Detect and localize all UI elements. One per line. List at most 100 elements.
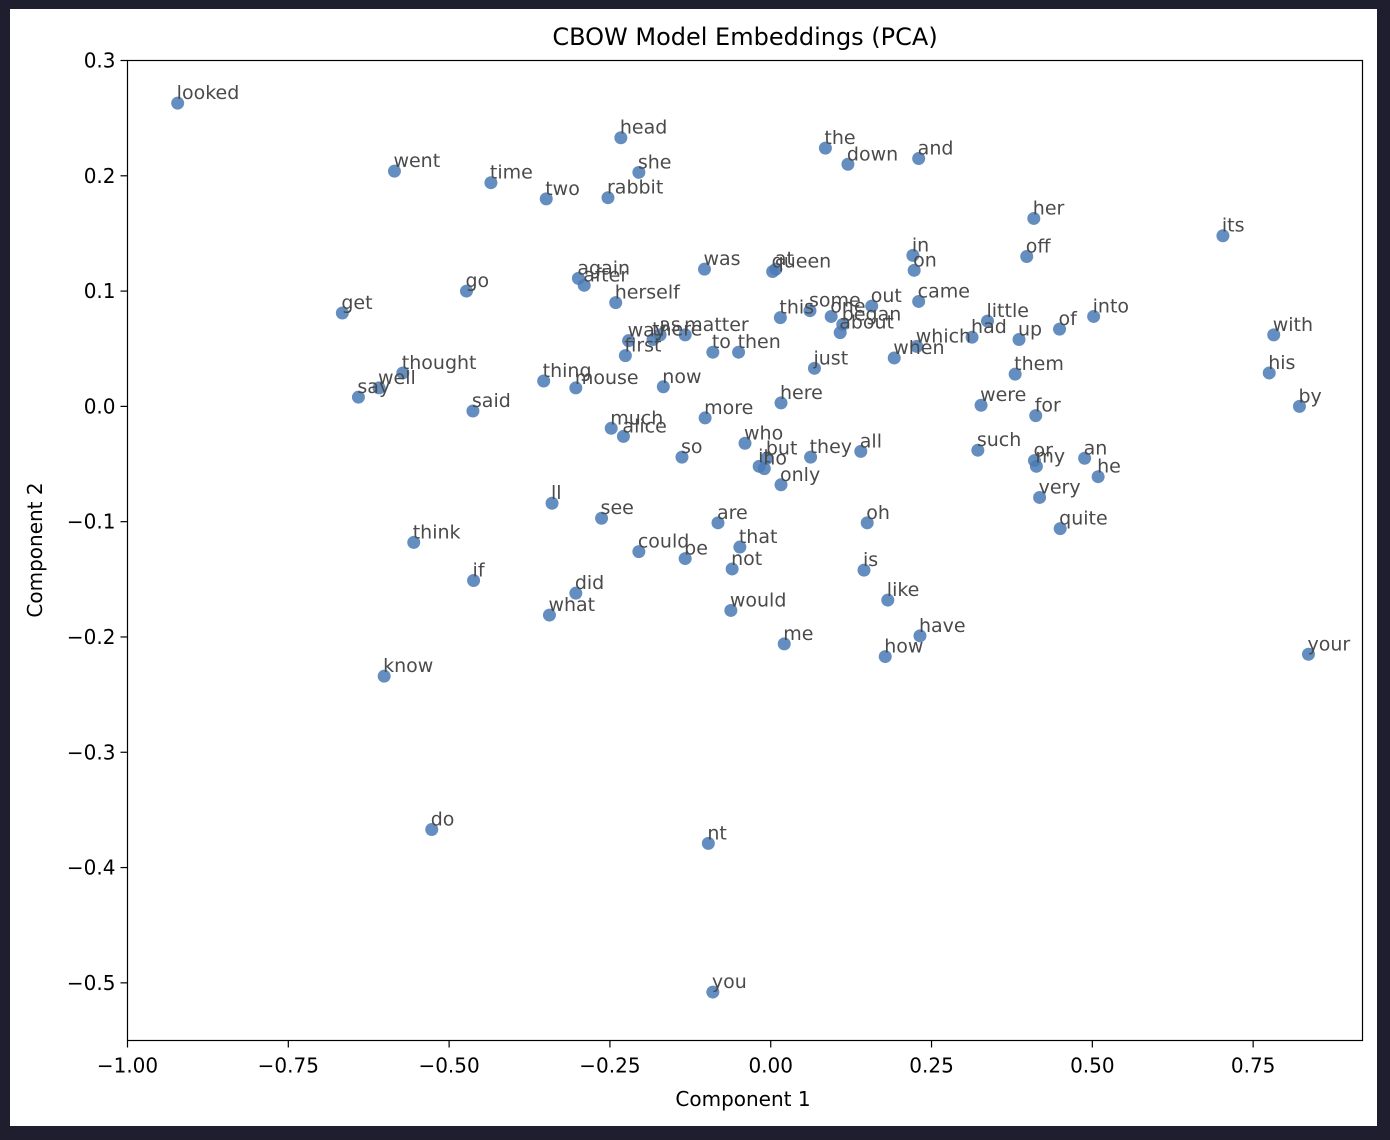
point-label-quite: quite <box>1059 508 1108 530</box>
point-label-all: all <box>860 430 882 452</box>
point-label-on: on <box>913 249 937 271</box>
point-label-had: had <box>971 316 1007 338</box>
scatter-point-had <box>965 330 979 344</box>
scatter-point-so <box>675 450 689 464</box>
x-tick-label: −0.75 <box>258 1054 319 1078</box>
scatter-point-his <box>1262 366 1276 380</box>
point-label-said: said <box>472 390 511 412</box>
scatter-point-only <box>774 478 788 492</box>
scatter-point-that <box>733 540 747 554</box>
y-tick-label: 0.2 <box>84 164 116 188</box>
scatter-point-for <box>1029 409 1043 423</box>
scatter-point-be <box>678 552 692 566</box>
point-label-began: began <box>842 304 902 326</box>
scatter-point-down <box>841 157 855 171</box>
scatter-point-me <box>777 637 791 651</box>
point-label-so: so <box>681 436 703 458</box>
point-label-who: who <box>744 422 783 444</box>
y-tick-label: −0.3 <box>67 740 116 764</box>
scatter-point-more <box>698 411 712 425</box>
point-label-as: as <box>659 314 681 336</box>
scatter-point-is <box>857 563 871 577</box>
scatter-point-rabbit <box>601 191 615 205</box>
point-label-go: go <box>465 270 489 292</box>
x-tick-label: −0.25 <box>579 1054 640 1078</box>
point-label-more: more <box>704 397 753 419</box>
scatter-point-little <box>980 314 994 328</box>
figure: looked head went time two she rabbit the down and… <box>10 9 1377 1126</box>
point-label-rabbit: rabbit <box>607 177 663 199</box>
point-label-up: up <box>1018 319 1042 341</box>
point-label-you: you <box>712 971 747 993</box>
scatter-point-think <box>407 535 421 549</box>
point-label-again: again <box>577 257 630 279</box>
point-label-with: with <box>1273 314 1313 336</box>
scatter-point-head <box>614 131 628 145</box>
point-label-mouse: mouse <box>575 367 639 389</box>
point-label-by: by <box>1298 385 1321 407</box>
point-label-them: them <box>1014 353 1064 375</box>
point-label-of: of <box>1059 308 1079 330</box>
scatter-point-if <box>467 573 481 587</box>
point-label-know: know <box>383 655 433 677</box>
y-tick-label: 0.0 <box>84 394 116 418</box>
scatter-point-out <box>865 299 879 313</box>
scatter-point-with <box>1267 328 1281 342</box>
scatter-point-he <box>1091 470 1105 484</box>
scatter-point-her <box>1027 211 1041 225</box>
scatter-point-you <box>706 985 720 999</box>
point-label-looked: looked <box>177 82 240 104</box>
point-label-get: get <box>341 292 372 314</box>
scatter-point-could <box>632 545 646 559</box>
y-tick-label: −0.5 <box>67 971 116 995</box>
scatter-point-time <box>484 176 498 190</box>
scatter-point-say <box>351 390 365 404</box>
point-label-two: two <box>545 178 580 200</box>
scatter-point-how <box>878 650 892 664</box>
scatter-point-much <box>604 421 618 435</box>
scatter-point-was <box>697 262 711 276</box>
point-label-be: be <box>684 538 708 560</box>
point-label-nt: nt <box>707 822 727 844</box>
point-label-that: that <box>739 526 778 548</box>
scatter-point-off <box>1020 250 1034 263</box>
scatter-point-they <box>804 450 818 464</box>
scatter-point-went <box>387 164 401 178</box>
scatter-point-quite <box>1053 522 1067 536</box>
scatter-point-no <box>757 462 771 476</box>
scatter-point-to <box>706 345 720 359</box>
scatter-point-but <box>760 451 774 465</box>
point-label-very: very <box>1039 476 1081 498</box>
plot-frame <box>126 59 1364 1042</box>
scatter-point-when <box>887 351 901 365</box>
scatter-point-first <box>618 349 632 363</box>
y-tick-label: 0.3 <box>84 49 116 73</box>
point-label-about: about <box>839 312 894 334</box>
scatter-point-what <box>542 608 556 622</box>
scatter-point-some <box>803 304 817 318</box>
point-label-matter: matter <box>684 314 749 336</box>
scatter-point-them <box>1008 367 1022 381</box>
point-label-and: and <box>918 138 954 160</box>
point-label-could: could <box>638 531 689 553</box>
point-label-thought: thought <box>402 352 477 374</box>
scatter-point-thing <box>537 374 551 388</box>
scatter-point-two <box>539 192 553 206</box>
point-label-at: at <box>775 248 794 270</box>
point-label-alice: alice <box>622 415 666 437</box>
x-tick-label: 0.50 <box>1070 1054 1115 1078</box>
scatter-point-and <box>912 152 926 165</box>
point-label-there: there <box>652 319 702 341</box>
scatter-point-an <box>1078 451 1092 465</box>
y-tick-label: 0.1 <box>84 279 116 303</box>
scatter-point-herself <box>609 296 623 310</box>
x-tick-label: 0.75 <box>1231 1054 1276 1078</box>
scatter-point-know <box>377 669 391 683</box>
scatter-point-oh <box>860 516 874 530</box>
chart-title: CBOW Model Embeddings (PCA) <box>552 23 937 51</box>
scatter-point-she <box>632 165 646 179</box>
point-label-think: think <box>413 521 461 543</box>
scatter-point-came <box>912 294 926 308</box>
point-label-oh: oh <box>866 502 890 524</box>
